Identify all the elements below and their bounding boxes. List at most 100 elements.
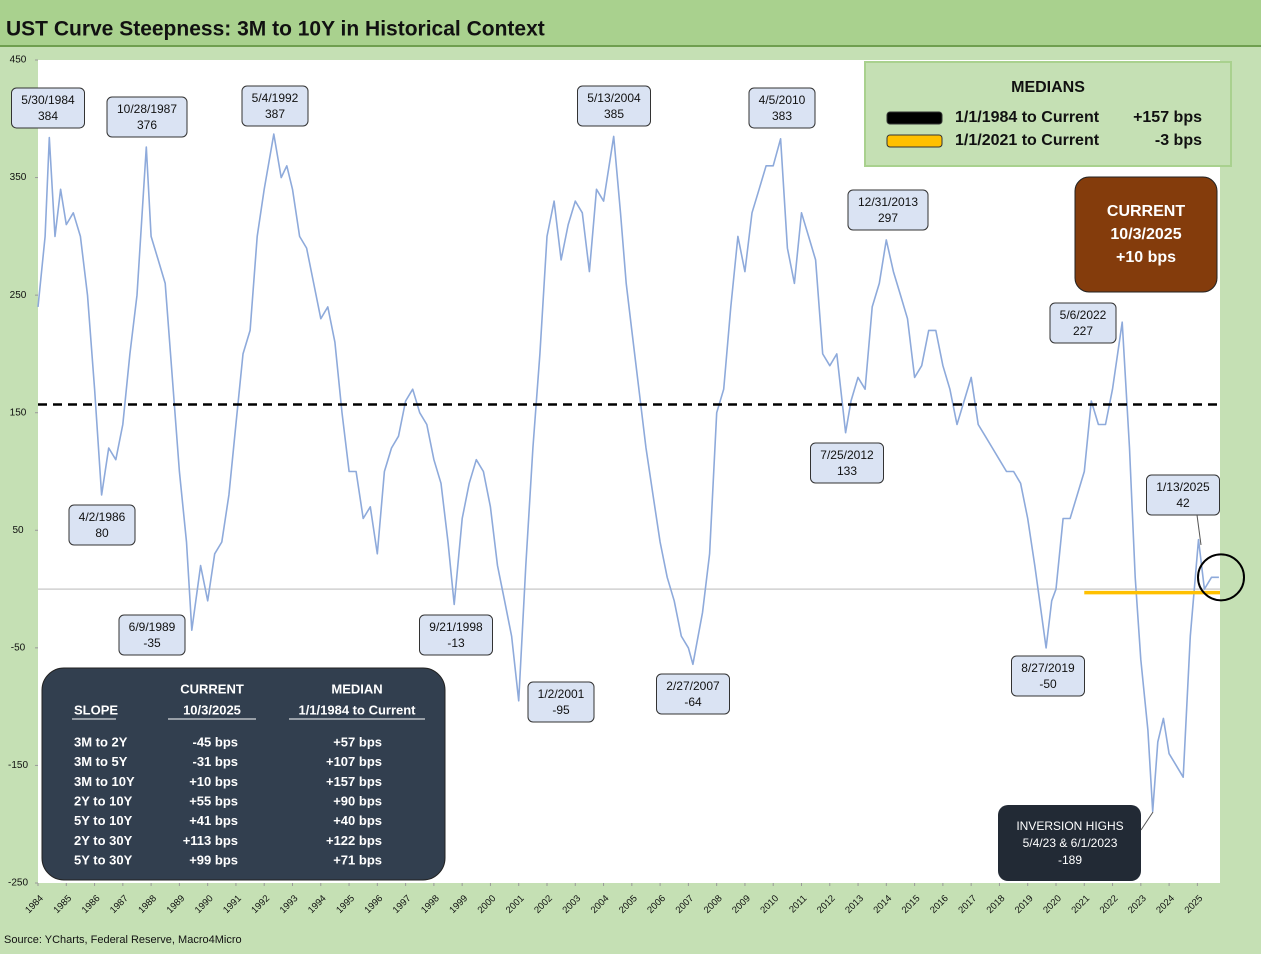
- callout-box: [810, 442, 884, 484]
- chart-title: UST Curve Steepness: 3M to 10Y in Histor…: [6, 18, 545, 41]
- callout-value: -13: [447, 636, 465, 650]
- callout-box: [106, 96, 188, 138]
- leader: [1196, 514, 1202, 546]
- y-tick-label: 150: [10, 407, 27, 418]
- legend-title: MEDIANS: [1011, 79, 1085, 96]
- callout-value: 42: [1176, 496, 1190, 510]
- legend-swatch: [886, 134, 943, 148]
- current-label: CURRENT: [1107, 203, 1185, 220]
- callout-box: [68, 504, 136, 546]
- table-cell: 3M to 2Y: [74, 734, 128, 749]
- callout-box: [11, 87, 85, 129]
- callout-date: 6/9/1989: [129, 620, 176, 634]
- table-cell: +107 bps: [326, 754, 382, 769]
- y-tick-label: -50: [11, 642, 26, 653]
- current-date: 10/3/2025: [1110, 226, 1181, 243]
- callout-date: 5/30/1984: [21, 93, 75, 107]
- callout-box: [1146, 474, 1220, 516]
- callout-date: 4/5/2010: [759, 93, 806, 107]
- y-tick-label: -250: [8, 878, 28, 889]
- callout-box: [241, 85, 309, 127]
- table-box: [41, 667, 446, 881]
- callout-value: -50: [1039, 677, 1057, 691]
- source: Source: YCharts, Federal Reserve, Macro4…: [4, 934, 242, 946]
- table-cell: +40 bps: [333, 813, 382, 828]
- y-tick-label: 450: [10, 55, 27, 66]
- callout-value: -35: [143, 636, 161, 650]
- callout-value: 385: [604, 107, 624, 121]
- callout-box: [419, 614, 493, 656]
- legend-value: +157 bps: [1133, 109, 1202, 126]
- current-box: [1074, 176, 1218, 293]
- callout-value: 376: [137, 118, 157, 132]
- callout-value: -95: [552, 703, 570, 717]
- table-col-header: MEDIAN: [331, 681, 382, 696]
- callout-value: 384: [38, 109, 58, 123]
- callout-value: 387: [265, 107, 285, 121]
- table-slope-header: SLOPE: [74, 702, 118, 717]
- table-col-header: 1/1/1984 to Current: [298, 702, 416, 717]
- callout-box: [847, 189, 929, 231]
- callout-box: [118, 614, 186, 656]
- callout-date: 5/6/2022: [1060, 308, 1107, 322]
- callout-date: 1/2/2001: [538, 687, 585, 701]
- y-tick-label: 50: [12, 525, 24, 536]
- callout-date: 9/21/1998: [429, 620, 483, 634]
- table-cell: 2Y to 10Y: [74, 794, 133, 809]
- data-line: [37, 133, 1219, 813]
- table-cell: 3M to 10Y: [74, 774, 135, 789]
- callout-value: 80: [95, 526, 109, 540]
- table-cell: 2Y to 30Y: [74, 833, 133, 848]
- callout-date: 5/4/1992: [252, 91, 299, 105]
- callout-box: [1049, 302, 1117, 344]
- inversion-value: -189: [1058, 853, 1082, 867]
- table-cell: 5Y to 10Y: [74, 813, 133, 828]
- callout-date: 5/13/2004: [587, 91, 641, 105]
- callout-date: 7/25/2012: [820, 448, 874, 462]
- table-col-header: 10/3/2025: [183, 702, 241, 717]
- table-cell: -31 bps: [192, 754, 238, 769]
- inversion-box: [998, 805, 1141, 881]
- table-cell: +55 bps: [189, 794, 238, 809]
- callout-box: [656, 673, 730, 715]
- callout-date: 4/2/1986: [79, 510, 126, 524]
- callout-value: 133: [837, 464, 857, 478]
- table-cell: +99 bps: [189, 853, 238, 868]
- table-cell: +90 bps: [333, 794, 382, 809]
- inversion-title: INVERSION HIGHS: [1016, 819, 1123, 833]
- table-col-header: CURRENT: [180, 681, 244, 696]
- callout-box: [1011, 655, 1085, 697]
- legend-label: 1/1/1984 to Current: [955, 109, 1100, 126]
- callout-value: 383: [772, 109, 792, 123]
- callout-box: [577, 85, 651, 127]
- legend-swatch: [886, 111, 943, 125]
- legend-value: -3 bps: [1155, 132, 1202, 149]
- table-cell: +157 bps: [326, 774, 382, 789]
- title-bar: [0, 0, 1261, 46]
- callout-date: 12/31/2013: [858, 195, 918, 209]
- callout-date: 10/28/1987: [117, 102, 177, 116]
- table-cell: 3M to 5Y: [74, 754, 128, 769]
- callout-date: 2/27/2007: [666, 679, 720, 693]
- current-value_label: +10 bps: [1116, 249, 1176, 266]
- table-cell: +122 bps: [326, 833, 382, 848]
- table-cell: 5Y to 30Y: [74, 853, 133, 868]
- callout-value: -64: [684, 695, 702, 709]
- y-tick-label: -150: [8, 760, 28, 771]
- table-cell: -45 bps: [192, 734, 238, 749]
- table-cell: +57 bps: [333, 734, 382, 749]
- y-tick-label: 250: [10, 290, 27, 301]
- inversion-dates: 5/4/23 & 6/1/2023: [1023, 836, 1118, 850]
- callout-date: 8/27/2019: [1021, 661, 1075, 675]
- inversion-leader: [1140, 811, 1154, 831]
- table-cell: +10 bps: [189, 774, 238, 789]
- table-cell: +71 bps: [333, 853, 382, 868]
- callout-box: [527, 681, 595, 723]
- table-cell: +113 bps: [183, 833, 238, 848]
- callout-date: 1/13/2025: [1156, 480, 1210, 494]
- callout-value: 297: [878, 211, 898, 225]
- y-tick-label: 350: [10, 172, 27, 183]
- table-cell: +41 bps: [189, 813, 238, 828]
- callout-value: 227: [1073, 324, 1093, 338]
